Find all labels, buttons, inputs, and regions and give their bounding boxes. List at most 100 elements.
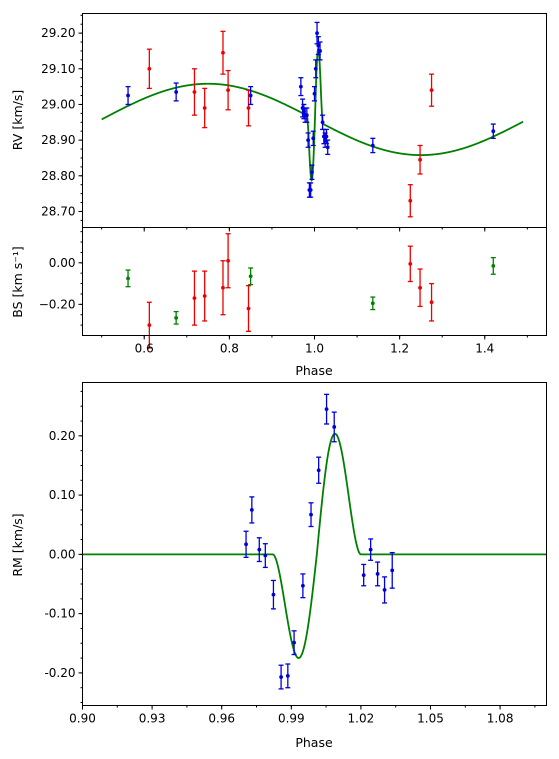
rv-model <box>101 47 524 182</box>
rv-ytick-label: 28.80 <box>41 169 75 183</box>
rm-data-point <box>368 547 373 552</box>
rm-data-point <box>285 673 290 678</box>
rv-data-point <box>202 106 207 110</box>
rv-data-point <box>226 88 230 93</box>
rv-data-point <box>311 136 316 141</box>
rv-data-point <box>246 106 251 110</box>
rv-ytick-label: 29.20 <box>41 26 75 40</box>
bs-data-point <box>429 300 434 305</box>
bs-axes-frame <box>82 227 547 336</box>
rm-data-point <box>375 572 380 576</box>
bs-panel: −0.20 0.00 0.6 0.8 1.0 1.2 1.4 BS [km s⁻¹] Ph… <box>10 227 547 378</box>
rm-data-point <box>324 407 329 412</box>
rv-model-curve <box>101 47 524 182</box>
rv-data-point <box>221 50 225 55</box>
rv-data-point <box>313 66 318 71</box>
bs-data-point <box>248 274 253 279</box>
rv-data-point <box>418 157 422 162</box>
rv-data-point <box>325 145 330 150</box>
rm-ylabel: RM [km/s] <box>10 513 25 576</box>
rm-yticks: -0.20 -0.10 0.00 0.10 0.20 <box>44 390 83 704</box>
rm-data-point <box>263 553 268 558</box>
rv-panel: 28.70 28.80 28.90 29.00 29.10 29.20 RV [km/s] <box>10 13 547 232</box>
rm-ytick-label: -0.20 <box>44 666 75 680</box>
rm-xticks: 0.90 0.93 0.96 0.99 1.02 1.05 1.08 <box>69 705 536 726</box>
rm-model-curve <box>82 432 547 659</box>
bs-ytick-label: 0.00 <box>49 256 76 270</box>
bs-xticks: 0.6 0.8 1.0 1.2 1.4 <box>101 335 528 356</box>
rm-data-point <box>309 512 313 517</box>
rm-data-point <box>332 425 337 429</box>
rm-xtick-label: 0.96 <box>208 712 235 726</box>
rv-data-point <box>491 129 496 134</box>
bs-xtick-label: 1.0 <box>305 342 324 356</box>
rv-data-point <box>174 90 179 94</box>
rm-xtick-label: 1.05 <box>417 712 444 726</box>
rm-data-point <box>301 583 305 588</box>
bs-data-point <box>192 296 197 301</box>
bs-data-point <box>226 258 230 263</box>
bs-data-point <box>202 294 207 298</box>
bs-data-point <box>370 301 375 306</box>
rv-data-point <box>429 88 434 93</box>
rm-xlabel: Phase <box>295 735 333 750</box>
bs-xlabel: Phase <box>295 363 333 378</box>
bs-yticks: −0.20 0.00 <box>39 231 83 326</box>
rv-ytick-label: 28.90 <box>41 133 75 147</box>
rv-data-point <box>308 188 313 192</box>
rm-data-point <box>271 592 276 597</box>
bs-xtick-label: 1.2 <box>390 342 409 356</box>
rm-data-point <box>390 568 395 573</box>
bs-ylabel: BS [km s⁻¹] <box>10 246 25 318</box>
rv-ylabel: RV [km/s] <box>10 90 25 150</box>
rm-data-point <box>249 508 254 512</box>
rv-data-point <box>310 170 314 175</box>
rm-xtick-label: 0.93 <box>139 712 166 726</box>
rv-data-point <box>370 143 375 148</box>
rv-ytick-label: 29.00 <box>41 97 75 111</box>
bs-points <box>125 233 496 349</box>
rm-xtick-label: 1.08 <box>487 712 514 726</box>
rv-ytick-label: 28.70 <box>41 204 75 218</box>
rm-xtick-label: 0.90 <box>69 712 96 726</box>
rv-data-point <box>147 66 152 71</box>
rm-data-point <box>382 588 387 592</box>
rm-points <box>243 393 395 690</box>
rm-data-point <box>292 640 296 645</box>
rv-data-point <box>248 93 253 98</box>
bs-xtick-label: 0.8 <box>220 342 239 356</box>
bs-xtick-label: 0.6 <box>135 342 154 356</box>
rm-model <box>82 432 547 659</box>
bs-data-point <box>221 285 225 290</box>
bs-data-point <box>147 323 152 328</box>
rv-data-point <box>298 84 303 89</box>
bs-data-point <box>408 261 413 266</box>
rm-xtick-label: 0.99 <box>278 712 305 726</box>
rv-data-point <box>320 120 325 125</box>
rm-axes-frame <box>82 382 547 706</box>
bs-data-point <box>246 306 251 311</box>
rv-yticks: 28.70 28.80 28.90 29.00 29.10 29.20 <box>41 14 83 221</box>
rm-ytick-label: 0.10 <box>49 488 76 502</box>
bs-xtick-label: 1.4 <box>475 342 494 356</box>
rv-data-point <box>126 93 130 98</box>
rm-ytick-label: 0.20 <box>49 429 76 443</box>
rm-data-point <box>244 542 248 547</box>
rv-data-point <box>408 198 413 203</box>
rm-xtick-label: 1.02 <box>348 712 375 726</box>
rm-data-point <box>316 468 321 473</box>
bs-data-point <box>491 264 496 268</box>
bs-data-point <box>418 285 422 290</box>
rv-data-point <box>312 91 317 96</box>
rm-ytick-label: 0.00 <box>49 547 76 561</box>
rv-data-point <box>318 49 322 53</box>
rv-points <box>125 21 496 218</box>
rm-data-point <box>257 547 262 552</box>
rv-data-point <box>306 138 311 143</box>
rv-data-point <box>304 113 309 118</box>
bs-data-point <box>126 276 130 281</box>
rv-data-point <box>316 43 321 48</box>
rv-xticks <box>101 227 528 232</box>
rm-data-point <box>361 573 366 578</box>
